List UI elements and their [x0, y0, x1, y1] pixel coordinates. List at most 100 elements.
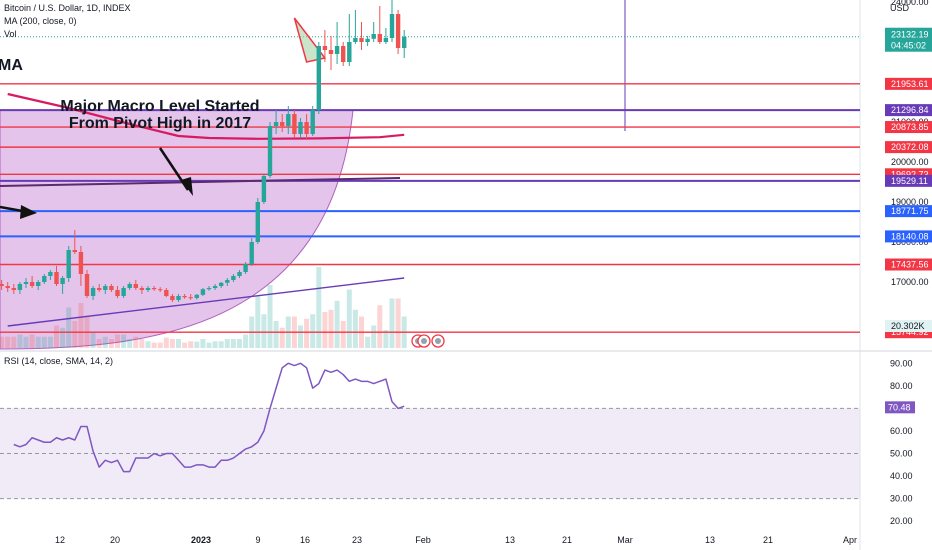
candle: [11, 284, 16, 294]
candle: [395, 10, 401, 54]
time-tick-label: 21: [763, 535, 773, 545]
arrow-head-icon: [181, 177, 193, 196]
volume-bar: [41, 336, 47, 348]
time-tick-label: 13: [705, 535, 715, 545]
rsi-tick-label: 60.00: [890, 426, 913, 436]
rsi-tick-label: 80.00: [890, 381, 913, 391]
candle: [267, 122, 273, 178]
candle-body: [212, 286, 218, 288]
candle-body: [182, 296, 187, 298]
volume-bar: [102, 336, 108, 348]
candle-body: [145, 288, 151, 290]
candle-body: [48, 272, 53, 276]
candle-body: [316, 46, 321, 110]
event-badge-icon: [421, 338, 427, 344]
volume-bar: [389, 298, 395, 348]
price-level-label: 23132.19: [891, 30, 929, 40]
candle-body: [286, 114, 291, 126]
candle: [365, 36, 370, 46]
candle-body: [328, 50, 334, 54]
volume-bar: [316, 267, 322, 348]
candle: [237, 270, 242, 278]
volume-bar: [47, 336, 53, 348]
candle-body: [127, 284, 132, 288]
time-tick-label: 9: [255, 535, 260, 545]
volume-bar: [23, 336, 29, 348]
symbol-title: Bitcoin / U.S. Dollar, 1D, INDEX: [4, 3, 131, 13]
volume-bar: [96, 339, 102, 348]
volume-bar: [279, 327, 285, 348]
candle: [66, 246, 71, 282]
volume-bar: [163, 337, 169, 348]
candle: [48, 270, 53, 280]
candle-body: [322, 46, 328, 50]
candle-body: [29, 282, 35, 286]
rsi-tick-label: 20.00: [890, 516, 913, 526]
candle-body: [170, 296, 175, 300]
candle-body: [292, 114, 297, 134]
volume-bar: [11, 336, 17, 348]
candle-body: [121, 288, 126, 296]
candle: [280, 114, 285, 132]
candle: [78, 246, 84, 286]
volume-bar: [377, 305, 383, 348]
volume-bar: [29, 334, 35, 348]
volume-bar: [206, 342, 212, 348]
time-tick-label: Feb: [415, 535, 431, 545]
candle: [188, 294, 193, 300]
candle-body: [97, 288, 102, 290]
candle-body: [151, 288, 157, 290]
volume-bar: [133, 336, 139, 348]
time-tick-label: 2023: [191, 535, 211, 545]
candle: [389, 0, 395, 42]
candle: [231, 274, 236, 282]
volume-bar: [169, 339, 175, 348]
candle-body: [371, 34, 376, 39]
candle-body: [109, 286, 114, 290]
candles-group: [0, 0, 407, 302]
candle-body: [383, 38, 389, 42]
volume-bar: [176, 339, 181, 348]
partial-ma-label: MA: [0, 57, 23, 74]
volume-bar: [218, 341, 224, 348]
volume-bar: [139, 339, 145, 348]
price-level-badge: [885, 104, 932, 117]
candle-body: [23, 282, 29, 284]
candle: [42, 274, 47, 284]
candle: [310, 106, 315, 136]
candle: [60, 276, 65, 294]
candle-body: [115, 290, 120, 296]
candle: [151, 286, 157, 291]
candle: [212, 284, 218, 290]
volume-bar: [54, 325, 59, 348]
volume-bar: [371, 325, 377, 348]
time-tick-label: 12: [55, 535, 65, 545]
rsi-indicator-label: RSI (14, close, SMA, 14, 2): [4, 356, 114, 366]
candle: [139, 286, 145, 294]
ma200-line: [7, 92, 405, 140]
candle-body: [249, 242, 254, 264]
candle-body: [304, 122, 309, 134]
volume-bar: [304, 318, 310, 348]
volume-bar: [72, 321, 78, 348]
candle-body: [267, 126, 273, 176]
candle: [249, 238, 254, 266]
rsi-value-label: 70.48: [888, 402, 911, 412]
volume-bar: [212, 341, 218, 348]
candle: [109, 284, 114, 292]
candle: [353, 10, 358, 44]
rsi-line: [13, 362, 405, 473]
candle: [133, 280, 138, 290]
candle: [115, 286, 120, 298]
volume-bar: [151, 342, 157, 348]
volume-indicator-label: Vol: [4, 29, 17, 39]
candle-body: [273, 122, 279, 126]
time-tick-label: 16: [300, 535, 310, 545]
candle: [170, 294, 175, 302]
candle-body: [103, 286, 108, 290]
candle: [328, 36, 334, 70]
price-level-label: 21953.61: [891, 79, 929, 89]
price-tick-label: 20000.00: [891, 157, 929, 167]
candle-body: [66, 250, 71, 278]
